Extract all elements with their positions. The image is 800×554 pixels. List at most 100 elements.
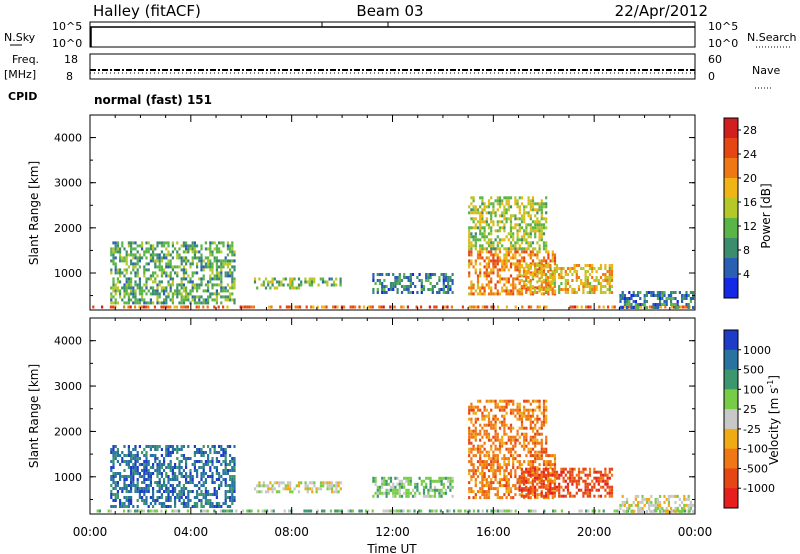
- scatter-cell: [178, 253, 181, 257]
- scatter-cell: [639, 506, 642, 510]
- scatter-cell: [540, 262, 543, 266]
- scatter-cell: [169, 451, 172, 454]
- scatter-cell: [233, 253, 236, 257]
- scatter-cell: [505, 305, 508, 309]
- scatter-cell: [158, 463, 161, 466]
- scatter-cell: [231, 292, 234, 296]
- scatter-cell: [381, 485, 384, 489]
- scatter-cell: [505, 475, 508, 479]
- scatter-cell: [193, 253, 196, 257]
- scatter-cell: [564, 279, 567, 282]
- scatter-cell: [185, 289, 188, 293]
- scatter-cell: [505, 292, 508, 296]
- scatter-cell: [440, 494, 443, 498]
- scatter-cell: [547, 279, 550, 282]
- scatter-cell: [258, 490, 261, 494]
- scatter-cell: [564, 291, 567, 294]
- scatter-cell: [330, 487, 334, 491]
- scatter-cell: [547, 484, 550, 488]
- scatter-cell: [564, 288, 567, 291]
- scatter-cell: [130, 469, 133, 472]
- scatter-cell: [485, 435, 488, 439]
- scatter-cell: [167, 244, 170, 248]
- scatter-cell: [196, 460, 199, 463]
- scatter-cell: [639, 297, 642, 300]
- scatter-cell: [514, 469, 517, 473]
- scatter-cell: [531, 487, 535, 491]
- scatter-cell: [233, 469, 236, 472]
- scatter-cell: [163, 289, 166, 293]
- scatter-cell: [158, 265, 161, 269]
- scatter-cell: [114, 262, 117, 266]
- freq-panel-frame: [89, 53, 696, 80]
- scatter-cell: [516, 454, 519, 458]
- scatter-cell: [116, 247, 119, 251]
- scatter-cell: [163, 241, 166, 245]
- scatter-cell: [512, 435, 515, 439]
- scatter-cell: [169, 505, 172, 508]
- scatter-cell: [479, 450, 482, 454]
- scatter-cell: [599, 470, 603, 474]
- scatter-cell: [507, 478, 510, 482]
- scatter-cell: [339, 481, 342, 485]
- scatter-cell: [376, 291, 379, 294]
- scatter-cell: [531, 241, 535, 245]
- scatter-cell: [472, 411, 475, 415]
- scatter-cell: [566, 282, 570, 285]
- scatter-cell: [256, 484, 259, 488]
- scatter-cell: [584, 270, 587, 273]
- scatter-cell: [381, 482, 384, 486]
- scatter-cell: [586, 494, 589, 498]
- scatter-cell: [182, 283, 185, 287]
- scatter-cell: [479, 223, 482, 227]
- scatter-cell: [531, 411, 535, 415]
- scatter-cell: [376, 494, 379, 498]
- scatter-cell: [518, 485, 521, 489]
- scatter-cell: [591, 479, 594, 483]
- scatter-cell: [119, 256, 122, 260]
- scatter-cell: [119, 259, 122, 263]
- scatter-cell: [149, 475, 152, 478]
- scatter-cell: [479, 432, 482, 436]
- scatter-cell: [558, 285, 561, 288]
- scatter-cell: [503, 262, 506, 266]
- scatter-cell: [514, 223, 517, 227]
- scatter-cell: [407, 276, 410, 279]
- scatter-cell: [224, 460, 227, 463]
- scatter-cell: [536, 450, 539, 454]
- scatter-cell: [503, 463, 506, 467]
- scatter-cell: [554, 509, 557, 513]
- scatter-cell: [591, 285, 594, 288]
- scatter-cell: [525, 265, 528, 269]
- scatter-cell: [160, 274, 163, 278]
- scatter-cell: [112, 283, 115, 287]
- scatter-cell: [267, 283, 270, 287]
- scatter-cell: [582, 288, 585, 291]
- scatter-cell: [136, 301, 139, 305]
- scatter-cell: [328, 484, 331, 488]
- scatter-cell: [319, 484, 323, 488]
- scatter-cell: [165, 445, 168, 448]
- scatter-cell: [229, 262, 232, 266]
- scatter-cell: [483, 208, 486, 212]
- scatter-cell: [200, 259, 203, 263]
- scatter-cell: [509, 205, 513, 209]
- scatter-cell: [317, 487, 320, 491]
- scatter-cell: [114, 247, 117, 251]
- scatter-cell: [610, 270, 614, 273]
- scatter-cell: [588, 273, 592, 276]
- scatter-cell: [549, 259, 552, 263]
- scatter-cell: [416, 291, 419, 294]
- scatter-cell: [393, 509, 396, 513]
- scatter-cell: [604, 470, 607, 474]
- scatter-cell: [645, 300, 648, 303]
- scatter-cell: [514, 283, 517, 287]
- colorbar-segment: [724, 369, 738, 390]
- colorbar-tick-label: -1000: [743, 482, 775, 495]
- scatter-cell: [547, 467, 550, 471]
- scatter-cell: [542, 482, 545, 486]
- scatter-cell: [204, 247, 207, 251]
- scatter-cell: [171, 241, 174, 245]
- scatter-cell: [127, 265, 130, 269]
- scatter-cell: [114, 481, 117, 484]
